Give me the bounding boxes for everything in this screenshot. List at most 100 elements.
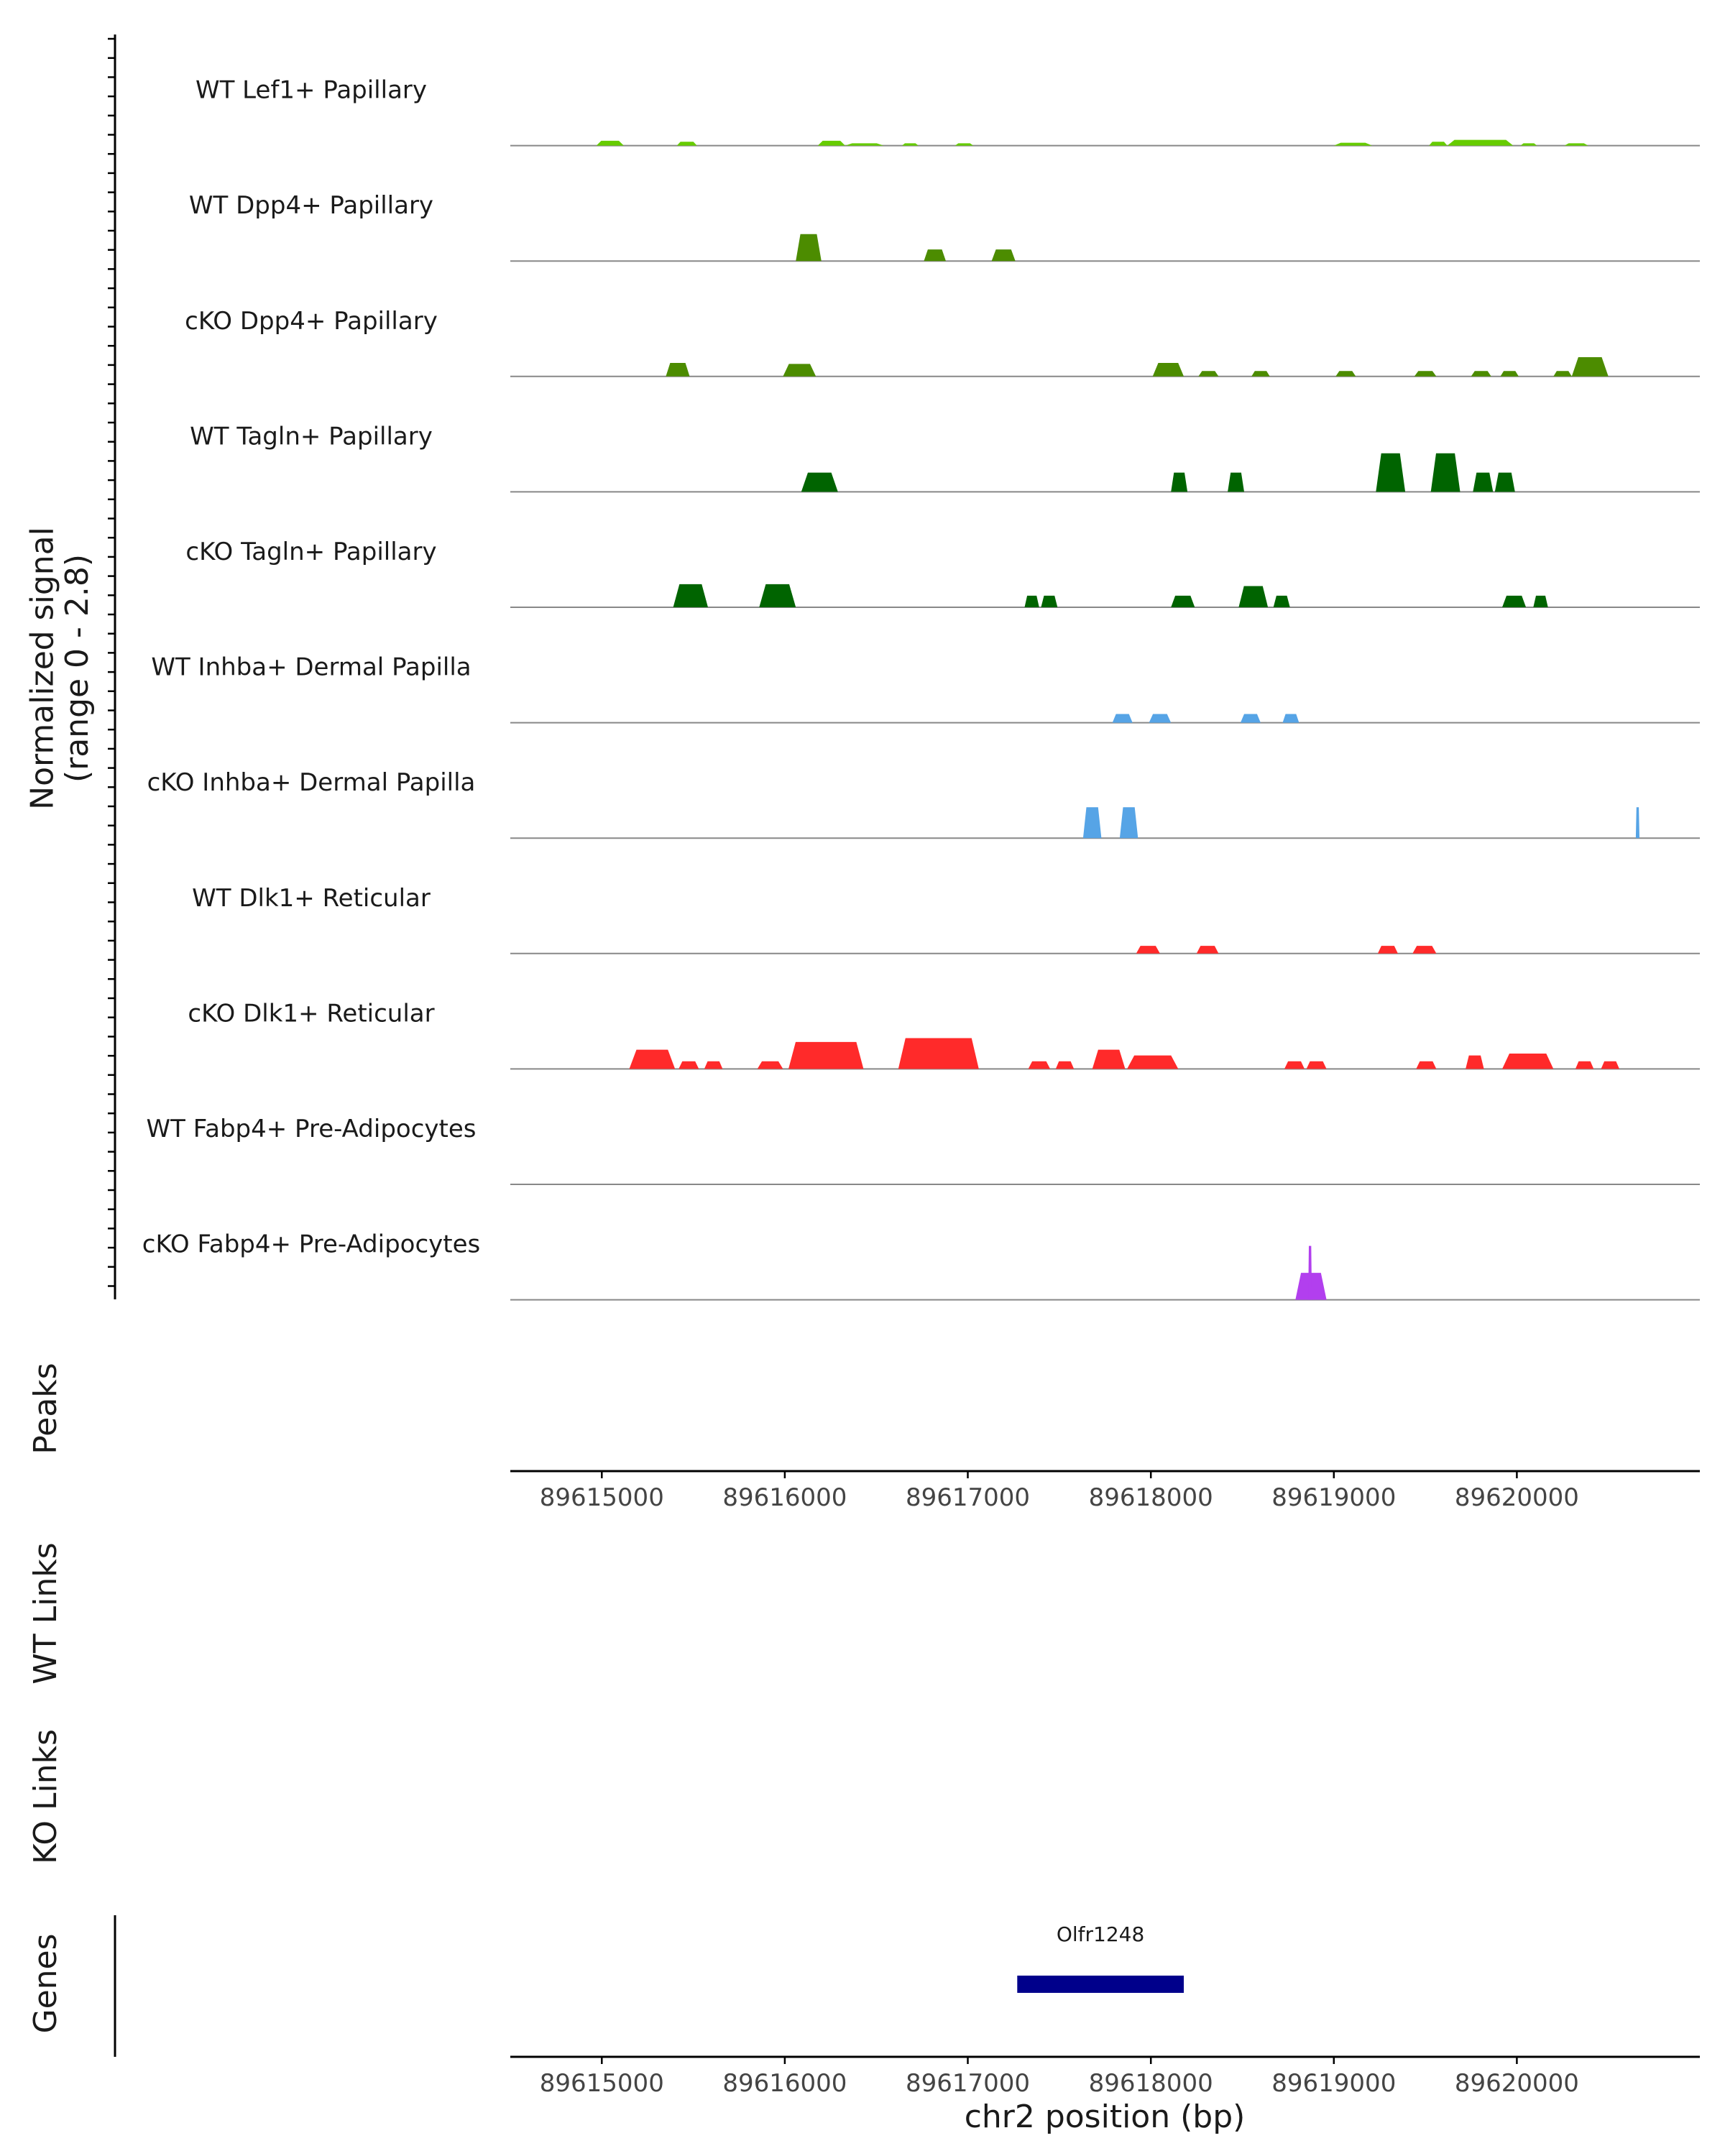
x-tick-label: 89618000 [1089, 1483, 1213, 1512]
coverage-peak [1136, 946, 1160, 954]
gene-track: Olfr1248 [1017, 1922, 1184, 1993]
coverage-peak [1082, 807, 1102, 839]
coverage-peak [1171, 595, 1195, 607]
coverage-peak [788, 1041, 864, 1069]
gene-label: Olfr1248 [1057, 1922, 1144, 1946]
x-tick-label: 89620000 [1455, 1483, 1579, 1512]
coverage-peak [1502, 1054, 1554, 1069]
x-tick-label: 89619000 [1271, 1483, 1396, 1512]
y-axis [108, 34, 116, 1299]
coverage-peak [1414, 371, 1437, 377]
track-label: WT Lef1+ Papillary [196, 76, 427, 105]
x-tick-label: 89617000 [906, 2069, 1030, 2098]
coverage-peak [1533, 595, 1548, 607]
coverage-peak [1335, 371, 1356, 377]
coverage-peak [845, 143, 884, 146]
coverage-peak [676, 142, 697, 146]
track: WT Dlk1+ Reticular [192, 884, 1700, 954]
coverage-peak [901, 143, 919, 146]
track: cKO Dlk1+ Reticular [188, 999, 1700, 1070]
coverage-peak [1028, 1061, 1051, 1069]
track-label: cKO Dlk1+ Reticular [188, 999, 434, 1028]
coverage-peak [1494, 472, 1515, 492]
track: WT Lef1+ Papillary [196, 76, 1700, 147]
coverage-peak [1564, 143, 1588, 146]
x-axis-peaks: 89615000 89616000 89617000 89618000 89619000… [510, 1470, 1700, 1512]
genes-panel-label: Genes [27, 1933, 64, 2033]
coverage-peak [1601, 1061, 1619, 1069]
x-axis-genes: 89615000 89616000 89617000 89618000 89619000… [510, 2055, 1700, 2098]
coverage-peak [1041, 595, 1058, 607]
coverage-peak [1306, 1061, 1327, 1069]
coverage-peak [1284, 1061, 1305, 1069]
x-tick-label: 89616000 [722, 2069, 847, 2098]
coverage-peak [1473, 472, 1494, 492]
peaks-panel-label: Peaks [27, 1363, 64, 1454]
coverage-peak [1635, 807, 1639, 839]
x-axis-title: chr2 position (bp) [965, 2099, 1246, 2135]
coverage-peak [1251, 371, 1270, 377]
track: cKO Dpp4+ Papillary [185, 307, 1700, 377]
x-tick-label: 89618000 [1089, 2069, 1213, 2098]
coverage-peak [757, 1061, 783, 1069]
track-label: WT Dlk1+ Reticular [192, 884, 431, 913]
coverage-peak [1238, 586, 1269, 607]
coverage-peak [759, 584, 796, 607]
coverage-peak [596, 140, 624, 146]
x-tick-label: 89616000 [722, 1483, 847, 1512]
coverage-peak [1273, 595, 1290, 607]
coverage-peak [629, 1049, 676, 1069]
coverage-peak [1092, 1049, 1126, 1069]
coverage-peak [1571, 357, 1609, 377]
coverage-peak [783, 364, 816, 377]
coverage-peak [1520, 143, 1537, 146]
x-tick-label: 89619000 [1271, 2069, 1396, 2098]
track-label: cKO Fabp4+ Pre-Adipocytes [142, 1230, 481, 1259]
track-label: cKO Tagln+ Papillary [185, 538, 436, 566]
coverage-peak [1502, 595, 1527, 607]
track-label: WT Tagln+ Papillary [190, 422, 433, 451]
coverage-peak [796, 234, 822, 262]
track: cKO Inhba+ Dermal Papilla [147, 768, 1700, 839]
coverage-peak [1466, 1055, 1484, 1069]
track-label: cKO Dpp4+ Papillary [185, 307, 438, 336]
coverage-peak [1152, 363, 1184, 377]
x-tick-label: 89615000 [540, 2069, 664, 2098]
coverage-peak [1171, 472, 1188, 492]
coverage-peak [1500, 371, 1519, 377]
track: WT Dpp4+ Papillary [189, 191, 1700, 262]
x-tick-label: 89620000 [1455, 2069, 1579, 2098]
coverage-peak [1127, 1055, 1179, 1069]
coverage-peak [666, 363, 690, 377]
coverage-peak [1198, 371, 1219, 377]
coverage-peak [1228, 472, 1244, 492]
coverage-peak [1196, 946, 1219, 954]
coverage-peak [1416, 1061, 1437, 1069]
coverage-peak [1575, 1061, 1594, 1069]
coverage-peak [1055, 1061, 1075, 1069]
coverage-peak [1553, 371, 1572, 377]
coverage-peak [817, 140, 845, 146]
ko-links-panel-label: KO Links [27, 1729, 64, 1864]
track: WT Fabp4+ Pre-Adipocytes [147, 1115, 1700, 1185]
coverage-tracks: WT Lef1+ Papillary WT Dpp4+ Papillary cKO … [142, 76, 1700, 1301]
x-tick-label: 89617000 [906, 1483, 1030, 1512]
gene-body [1017, 1976, 1184, 1993]
coverage-peak [898, 1038, 979, 1069]
track-label: WT Inhba+ Dermal Papilla [151, 653, 471, 682]
coverage-peak [1308, 1245, 1312, 1300]
coverage-peak [924, 249, 946, 262]
coverage-peak [1333, 142, 1373, 146]
track-label: cKO Inhba+ Dermal Papilla [147, 768, 476, 797]
coverage-peak [1024, 595, 1039, 607]
coverage-peak [678, 1061, 699, 1069]
coverage-peak [1282, 714, 1300, 723]
coverage-peak [1429, 142, 1448, 146]
coverage-peak [673, 584, 708, 607]
track: WT Tagln+ Papillary [190, 422, 1700, 493]
coverage-peak [1430, 453, 1460, 492]
coverage-peak [1412, 946, 1437, 954]
track-label: WT Fabp4+ Pre-Adipocytes [147, 1115, 477, 1143]
x-tick-label: 89615000 [540, 1483, 664, 1512]
